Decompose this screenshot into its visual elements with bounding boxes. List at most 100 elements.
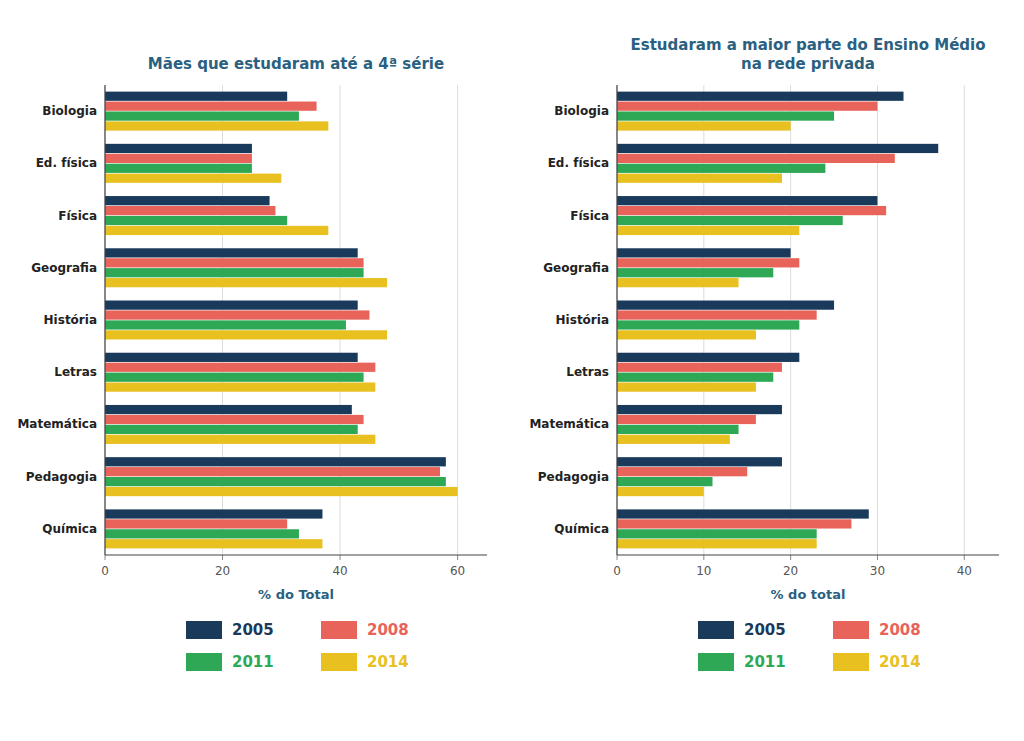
bar bbox=[617, 487, 704, 496]
bar bbox=[105, 258, 364, 267]
bar bbox=[617, 519, 851, 528]
bar bbox=[105, 92, 287, 101]
bar bbox=[617, 353, 799, 362]
x-axis bbox=[105, 554, 487, 555]
category-label: História bbox=[556, 313, 609, 327]
bar bbox=[105, 330, 387, 339]
bar bbox=[105, 154, 252, 163]
bar bbox=[105, 487, 458, 496]
title: Estudaram a maior parte do Ensino Médion… bbox=[631, 36, 986, 73]
bar bbox=[105, 121, 328, 130]
bar bbox=[105, 320, 346, 329]
category-label: Ed. física bbox=[36, 156, 97, 170]
bar bbox=[105, 301, 358, 310]
legend-label: 2011 bbox=[744, 653, 786, 671]
bar bbox=[105, 539, 322, 548]
bar bbox=[617, 92, 904, 101]
tick-label: 0 bbox=[613, 564, 621, 578]
bar bbox=[617, 226, 799, 235]
legend-swatch bbox=[833, 653, 869, 671]
bar bbox=[105, 435, 375, 444]
tick-mark bbox=[703, 555, 704, 560]
legend-label: 2008 bbox=[367, 621, 409, 639]
tick-label: 40 bbox=[957, 564, 972, 578]
bar bbox=[105, 373, 364, 382]
tick-mark bbox=[877, 555, 878, 560]
chart: 010203040BiologiaEd. físicaFísicaGeograf… bbox=[529, 36, 999, 671]
bar bbox=[617, 154, 895, 163]
legend-swatch bbox=[833, 621, 869, 639]
bar bbox=[617, 268, 773, 277]
title-line: Mães que estudaram até a 4ª série bbox=[148, 55, 444, 73]
grid-line bbox=[964, 85, 965, 555]
legend-swatch bbox=[698, 621, 734, 639]
bar bbox=[105, 216, 287, 225]
bar bbox=[617, 425, 739, 434]
category-label: Química bbox=[42, 522, 97, 536]
axis-label: % do Total bbox=[258, 587, 334, 602]
bar bbox=[105, 196, 270, 205]
category-label: Pedagogia bbox=[26, 470, 97, 484]
bar bbox=[105, 111, 299, 120]
category-label: Letras bbox=[54, 365, 97, 379]
bars bbox=[617, 92, 938, 549]
bar bbox=[617, 144, 938, 153]
bar bbox=[617, 121, 791, 130]
y-axis bbox=[616, 85, 617, 555]
category-label: Pedagogia bbox=[538, 470, 609, 484]
bar bbox=[617, 258, 799, 267]
bar bbox=[105, 363, 375, 372]
chart: 0204060BiologiaEd. físicaFísicaGeografia… bbox=[17, 55, 487, 671]
x-axis bbox=[617, 554, 999, 555]
bar bbox=[105, 102, 317, 111]
bar bbox=[617, 111, 834, 120]
tick-label: 60 bbox=[450, 564, 465, 578]
tick-mark bbox=[105, 555, 106, 560]
bar bbox=[617, 415, 756, 424]
category-label: História bbox=[44, 313, 97, 327]
tick-label: 20 bbox=[215, 564, 230, 578]
category-label: Geografia bbox=[31, 261, 97, 275]
bar bbox=[617, 382, 756, 391]
bar bbox=[105, 164, 252, 173]
bars bbox=[105, 92, 458, 549]
bar bbox=[617, 164, 825, 173]
tick-label: 40 bbox=[332, 564, 347, 578]
bar bbox=[105, 467, 440, 476]
tick-mark bbox=[457, 555, 458, 560]
bar bbox=[617, 320, 799, 329]
grid-line bbox=[105, 85, 106, 555]
bar bbox=[617, 248, 791, 257]
bar bbox=[617, 405, 782, 414]
bar bbox=[105, 509, 322, 518]
bar bbox=[617, 509, 869, 518]
legend-swatch bbox=[698, 653, 734, 671]
bar bbox=[105, 226, 328, 235]
legend-swatch bbox=[186, 653, 222, 671]
legend: 2005200820112014 bbox=[186, 621, 409, 671]
legend-swatch bbox=[321, 621, 357, 639]
bar bbox=[105, 425, 358, 434]
bar bbox=[617, 310, 817, 319]
bar bbox=[617, 477, 713, 486]
category-label: Matemática bbox=[17, 417, 97, 431]
category-label: Letras bbox=[566, 365, 609, 379]
bar bbox=[617, 457, 782, 466]
legend-swatch bbox=[186, 621, 222, 639]
bar bbox=[617, 539, 817, 548]
title-line: Estudaram a maior parte do Ensino Médio bbox=[631, 36, 986, 54]
title: Mães que estudaram até a 4ª série bbox=[148, 55, 444, 73]
legend-label: 2005 bbox=[744, 621, 786, 639]
legend-label: 2005 bbox=[232, 621, 274, 639]
tick-mark bbox=[222, 555, 223, 560]
bar bbox=[617, 278, 739, 287]
bar bbox=[617, 363, 782, 372]
bar bbox=[617, 174, 782, 183]
bar bbox=[105, 278, 387, 287]
bar bbox=[105, 529, 299, 538]
background bbox=[0, 0, 1024, 741]
bar bbox=[617, 330, 756, 339]
bar bbox=[105, 519, 287, 528]
legend-label: 2011 bbox=[232, 653, 274, 671]
category-label: Química bbox=[554, 522, 609, 536]
